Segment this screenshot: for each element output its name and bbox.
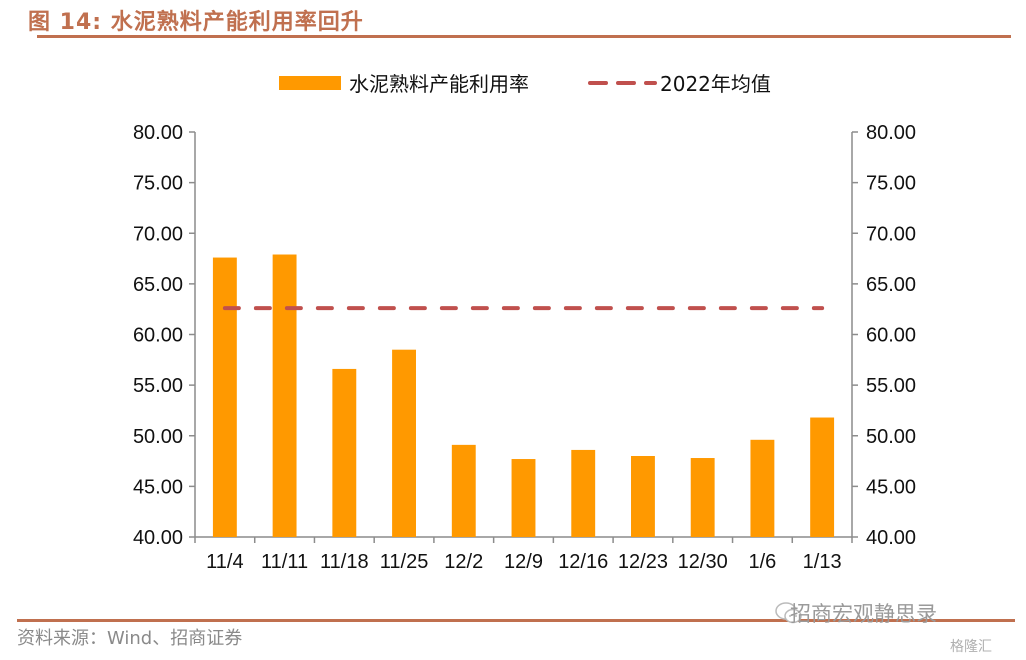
source-note: 资料来源：Wind、招商证券 (17, 628, 243, 649)
wechat-icon (775, 602, 802, 624)
x-tick-label: 11/25 (380, 551, 429, 573)
legend-label-line: 2022年均值 (660, 72, 771, 96)
bar (631, 456, 655, 537)
y2-tick-label: 75.00 (866, 173, 916, 195)
bar (212, 257, 237, 537)
y2-tick-label: 65.00 (866, 274, 916, 296)
y-tick-label: 50.00 (133, 426, 183, 448)
y2-tick-label: 50.00 (866, 426, 916, 448)
x-tick-label: 12/16 (558, 551, 608, 573)
y2-tick-label: 55.00 (866, 375, 916, 397)
x-tick-label: 12/23 (618, 551, 668, 573)
y2-axis-labels: 40.00 45.00 50.00 55.00 60.00 65.00 70.00 75.00… (866, 122, 916, 549)
y2-tick-label: 80.00 (866, 122, 916, 144)
x-tick-label: 12/30 (678, 551, 728, 573)
x-tick-label: 11/18 (320, 551, 369, 573)
y-tick-label: 80.00 (133, 122, 183, 144)
y-tick-label: 55.00 (133, 375, 183, 397)
bar (511, 459, 536, 537)
y2-tick-label: 40.00 (866, 527, 916, 549)
title-rule (37, 35, 1011, 38)
chart: 水泥熟料产能利用率 2022年均值 40.00 45.00 50.00 55.00 60… (133, 72, 916, 573)
x-axis-labels: 11/4 11/11 11/18 11/25 12/2 12/9 12/16 12/23 12/… (206, 551, 841, 573)
legend-label-bar: 水泥熟料产能利用率 (349, 72, 529, 96)
y-tick-label: 45.00 (133, 476, 183, 498)
footer-rule (17, 619, 1015, 622)
bar (810, 417, 835, 537)
x-tick-label: 12/9 (504, 551, 543, 573)
bars (212, 254, 835, 537)
bar (332, 368, 357, 537)
bar (690, 458, 715, 537)
legend: 水泥熟料产能利用率 2022年均值 (279, 72, 771, 96)
legend-swatch-bar (279, 76, 341, 90)
x-tick-label: 1/13 (803, 551, 842, 573)
y2-tick-label: 45.00 (866, 476, 916, 498)
y-tick-label: 40.00 (133, 527, 183, 549)
x-tick-label: 11/4 (206, 551, 243, 573)
watermark: 招商宏观静思录 (790, 602, 937, 626)
y-tick-label: 75.00 (133, 173, 183, 195)
y-axis-labels: 40.00 45.00 50.00 55.00 60.00 65.00 70.00 75.00… (133, 122, 183, 549)
y2-tick-label: 70.00 (866, 223, 916, 245)
x-tick-label: 12/2 (444, 551, 483, 573)
y-tick-label: 65.00 (133, 274, 183, 296)
bar (272, 254, 297, 537)
bar (451, 444, 476, 537)
bar (750, 439, 775, 537)
bar (392, 349, 416, 537)
y-tick-label: 70.00 (133, 223, 183, 245)
x-tick-label: 1/6 (749, 551, 777, 573)
bar (571, 449, 596, 537)
y-tick-label: 60.00 (133, 325, 183, 347)
x-tick-label: 11/11 (261, 551, 308, 573)
watermark-badge: 格隆汇 (950, 639, 992, 655)
figure-title: 图 14: 水泥熟料产能利用率回升 (28, 10, 364, 35)
y2-tick-label: 60.00 (866, 325, 916, 347)
